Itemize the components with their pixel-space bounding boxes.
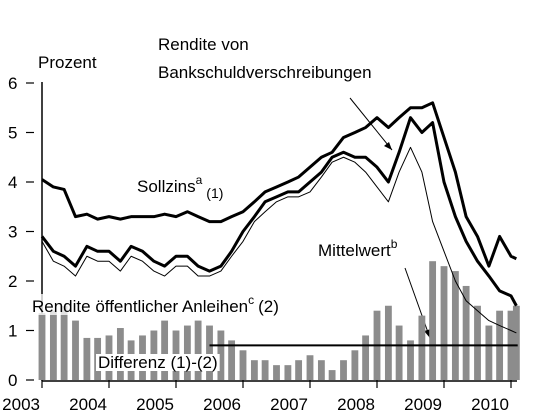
bar bbox=[512, 305, 520, 380]
bar bbox=[474, 305, 481, 380]
x-tick-label: 2007 bbox=[270, 395, 308, 414]
x-tick-label: 2006 bbox=[203, 395, 241, 414]
x-tick-label: 2005 bbox=[136, 395, 174, 414]
line bbox=[41, 101, 517, 268]
bar bbox=[83, 337, 91, 380]
bar bbox=[485, 325, 493, 380]
x-tick-label: 2003 bbox=[2, 395, 40, 414]
label-background bbox=[30, 294, 281, 315]
bar bbox=[306, 355, 314, 380]
bar bbox=[407, 340, 414, 380]
y-tick-label: 3 bbox=[8, 223, 17, 242]
bar bbox=[340, 360, 347, 380]
line bbox=[40, 116, 518, 307]
bar bbox=[250, 360, 258, 380]
y-tick-label: 0 bbox=[8, 371, 17, 390]
line bbox=[41, 146, 517, 334]
annotation: Prozent bbox=[38, 53, 97, 72]
annotation: Differenz (1)-(2) bbox=[98, 353, 218, 372]
arrow bbox=[404, 267, 431, 339]
bar bbox=[228, 340, 236, 380]
annotation-text: Rendite öffentlicher Anleihen bbox=[32, 297, 248, 316]
bar bbox=[451, 271, 459, 380]
annotation-text: Mittelwert bbox=[318, 241, 391, 260]
bar bbox=[183, 325, 191, 380]
bar bbox=[161, 320, 169, 380]
y-tick-label: 5 bbox=[8, 124, 17, 143]
annotation-text: Prozent bbox=[38, 53, 97, 72]
annotation-text: Rendite von bbox=[158, 35, 249, 54]
annotation: Rendite von bbox=[158, 35, 249, 54]
annotation-suffix: (2) bbox=[258, 297, 279, 316]
annotation-sup: c bbox=[248, 293, 254, 307]
y-tick-label: 2 bbox=[8, 272, 17, 291]
bar bbox=[38, 313, 46, 380]
bar bbox=[239, 350, 247, 380]
bar bbox=[60, 305, 68, 380]
y-tick-label: 4 bbox=[8, 173, 17, 192]
bar bbox=[206, 325, 213, 380]
bar bbox=[194, 320, 202, 380]
bar bbox=[384, 305, 392, 380]
annotation: Rendite öffentlicher Anleihenc (2) bbox=[32, 293, 279, 316]
bar bbox=[317, 360, 325, 380]
bar bbox=[284, 365, 292, 380]
annotation-text: Differenz (1)-(2) bbox=[98, 353, 218, 372]
annotation-sup: a bbox=[196, 173, 203, 187]
bar bbox=[395, 325, 403, 380]
x-tick-label: 2009 bbox=[404, 395, 442, 414]
bar bbox=[429, 261, 437, 380]
bar bbox=[362, 335, 370, 380]
bar bbox=[440, 266, 448, 380]
bar bbox=[72, 320, 79, 380]
annotation-text: Bankschuldverschreibungen bbox=[158, 63, 372, 82]
y-tick-label: 1 bbox=[8, 322, 17, 341]
arrow-head bbox=[384, 142, 392, 150]
x-tick-label: 2010 bbox=[471, 395, 509, 414]
y-tick-label: 6 bbox=[8, 74, 17, 93]
bar bbox=[261, 360, 269, 380]
annotation: Sollzinsa(1) bbox=[137, 173, 223, 201]
label-background bbox=[96, 354, 220, 371]
bar bbox=[273, 365, 280, 380]
x-tick-label: 2004 bbox=[69, 395, 107, 414]
bar bbox=[328, 370, 336, 380]
annotation: Bankschuldverschreibungen bbox=[158, 63, 372, 82]
bar bbox=[418, 315, 426, 380]
bar bbox=[49, 310, 57, 380]
annotation-text: Sollzins bbox=[137, 177, 196, 196]
annotation-sup: b bbox=[391, 237, 398, 251]
bar bbox=[351, 350, 359, 380]
bar bbox=[462, 285, 470, 380]
annotation-suffix: (1) bbox=[206, 185, 223, 201]
bar bbox=[217, 330, 225, 380]
x-tick-label: 2008 bbox=[337, 395, 375, 414]
bar bbox=[295, 360, 303, 380]
annotation: Mittelwertb bbox=[318, 237, 398, 260]
